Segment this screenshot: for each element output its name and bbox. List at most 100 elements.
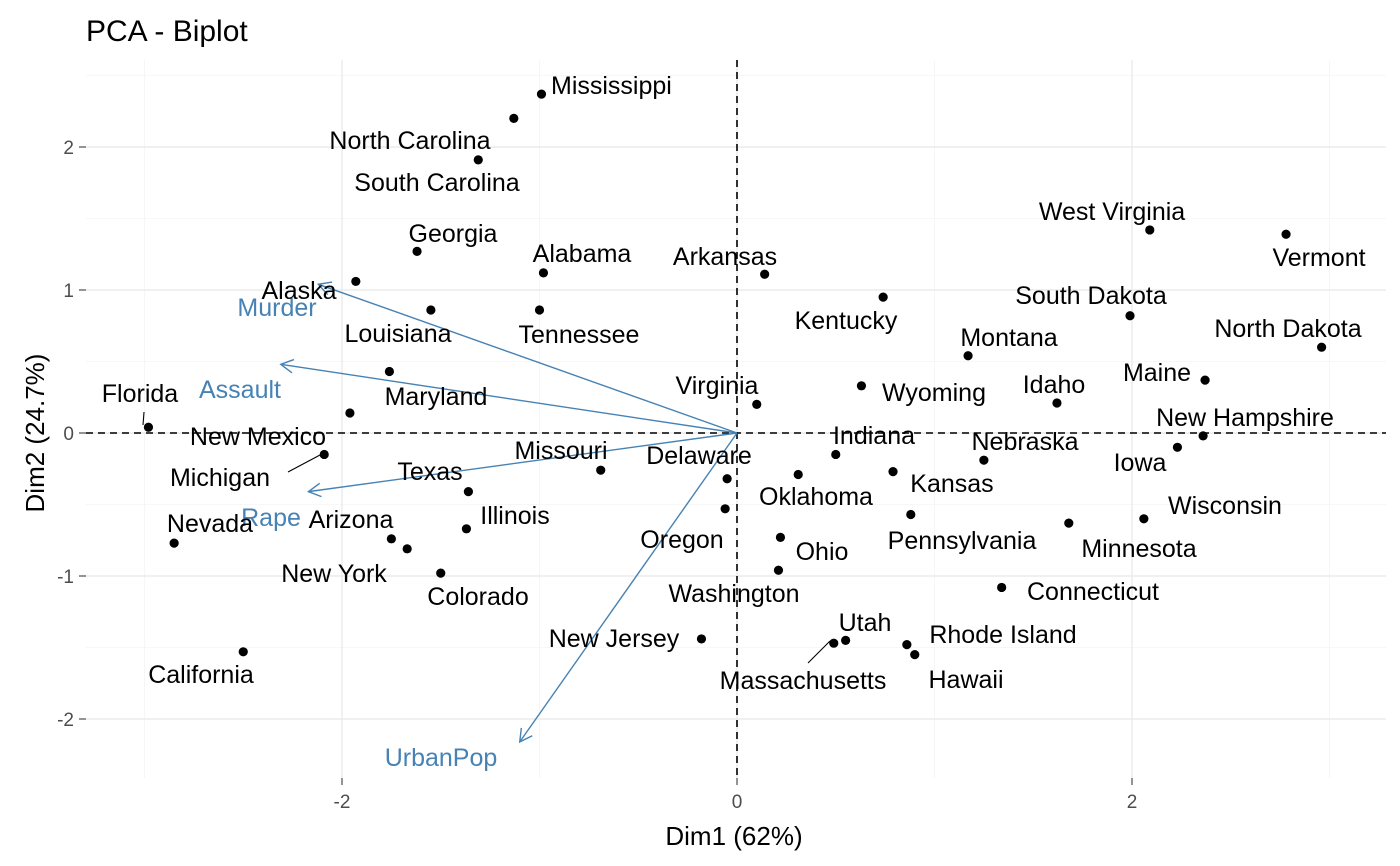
point-maryland <box>384 366 394 377</box>
arrowhead-assault <box>279 358 295 374</box>
point-nebraska <box>979 455 989 465</box>
x-tick-label: 2 <box>1127 792 1138 813</box>
y-tick-label: 2 <box>63 138 74 159</box>
point-label-texas: Texas <box>397 458 462 486</box>
point-label-illinois: Illinois <box>480 502 549 530</box>
point-arkansas <box>760 269 770 279</box>
point-labels: Alabama Alaska Arizona Arkansas California Co… <box>102 72 1366 695</box>
point-label-west-virginia: West Virginia <box>1039 198 1185 226</box>
point-label-ohio: Ohio <box>796 538 849 566</box>
point-south-dakota <box>1125 311 1135 321</box>
point-washington <box>773 565 784 575</box>
chart-title: PCA - Biplot <box>86 15 248 48</box>
point-north-dakota <box>1317 342 1327 352</box>
point-label-virginia: Virginia <box>676 372 759 400</box>
point-tennessee <box>534 305 545 315</box>
point-iowa <box>1172 442 1183 452</box>
y-axis-title: Dim2 (24.7%) <box>20 354 50 513</box>
point-label-maine: Maine <box>1123 359 1191 387</box>
point-montana <box>963 351 973 361</box>
point-label-vermont: Vermont <box>1272 244 1365 272</box>
point-label-new-hampshire: New Hampshire <box>1156 404 1334 432</box>
point-label-wyoming: Wyoming <box>882 379 986 407</box>
point-label-arkansas: Arkansas <box>673 243 777 271</box>
point-label-massachusetts: Massachusetts <box>720 667 887 695</box>
point-label-florida: Florida <box>102 380 179 408</box>
point-pennsylvania <box>906 509 916 520</box>
point-texas <box>463 487 473 497</box>
point-oklahoma <box>793 469 803 480</box>
point-idaho <box>1052 398 1062 408</box>
point-north-carolina <box>473 155 483 165</box>
point-mississippi <box>536 89 547 99</box>
y-tick-label: 1 <box>63 281 74 302</box>
x-tick-label: -2 <box>334 792 351 813</box>
point-missouri <box>596 465 606 475</box>
point-label-maryland: Maryland <box>385 383 488 411</box>
arrowhead-murder <box>316 281 333 296</box>
point-wisconsin <box>1139 514 1149 524</box>
point-label-wisconsin: Wisconsin <box>1168 492 1282 520</box>
point-maine <box>1200 375 1210 385</box>
point-massachusetts <box>829 638 839 648</box>
point-new-york <box>402 544 412 554</box>
point-label-washington: Washington <box>668 580 799 608</box>
point-label-alaska: Alaska <box>261 277 336 305</box>
point-label-hawaii: Hawaii <box>928 666 1003 694</box>
point-label-alabama: Alabama <box>533 240 632 268</box>
point-delaware <box>722 474 732 484</box>
y-tick-label: -2 <box>57 710 74 731</box>
point-florida <box>143 422 154 432</box>
point-label-new-mexico: New Mexico <box>190 423 326 451</box>
point-michigan <box>319 449 329 460</box>
point-label-california: California <box>148 661 254 689</box>
arrow-assault <box>280 363 738 434</box>
point-label-montana: Montana <box>960 324 1057 352</box>
leader-line-florida <box>142 411 145 426</box>
variable-label-rape: Rape <box>241 504 301 532</box>
y-tick-label: -1 <box>57 567 74 588</box>
point-label-kentucky: Kentucky <box>795 307 898 335</box>
individual-points <box>143 89 1327 660</box>
arrowhead-urbanpop <box>518 727 533 744</box>
point-label-minnesota: Minnesota <box>1081 535 1196 563</box>
point-label-kansas: Kansas <box>910 470 993 498</box>
point-utah <box>841 635 851 645</box>
point-wyoming <box>856 381 867 391</box>
point-kansas <box>888 467 898 477</box>
y-tick-label: 0 <box>63 424 74 445</box>
leader-line-michigan <box>287 454 321 473</box>
point-label-new-jersey: New Jersey <box>549 625 680 653</box>
point-arizona <box>386 534 396 544</box>
arrow-urbanpop <box>519 432 738 743</box>
point-label-idaho: Idaho <box>1023 371 1086 399</box>
point-alaska <box>351 276 361 287</box>
variable-arrows: Murder Assault UrbanPop Rape <box>199 281 738 772</box>
point-label-oregon: Oregon <box>640 526 723 554</box>
x-tick-label: 0 <box>732 792 743 813</box>
point-louisiana <box>426 305 436 315</box>
point-hawaii <box>910 650 920 660</box>
point-label-connecticut: Connecticut <box>1027 578 1159 606</box>
point-south-carolina <box>509 113 519 123</box>
leader-line-massachusetts <box>807 640 831 664</box>
point-label-indiana: Indiana <box>833 422 915 450</box>
arrow-murder <box>318 283 738 434</box>
point-rhode-island <box>902 640 912 650</box>
point-label-nevada: Nevada <box>167 510 253 538</box>
point-label-michigan: Michigan <box>170 464 270 492</box>
point-label-oklahoma: Oklahoma <box>759 483 873 511</box>
arrow-rape <box>308 432 738 493</box>
axis-ticks: -2 0 2 -2 -1 0 1 2 <box>57 138 1137 813</box>
point-label-delaware: Delaware <box>646 442 752 470</box>
point-label-nebraska: Nebraska <box>972 428 1079 456</box>
point-kentucky <box>878 292 888 302</box>
point-label-tennessee: Tennessee <box>519 321 640 349</box>
point-label-mississippi: Mississippi <box>551 72 672 100</box>
point-vermont <box>1281 229 1291 239</box>
point-label-north-carolina: North Carolina <box>329 127 490 155</box>
point-indiana <box>831 449 841 460</box>
point-label-iowa: Iowa <box>1114 449 1167 477</box>
point-california <box>238 647 248 657</box>
